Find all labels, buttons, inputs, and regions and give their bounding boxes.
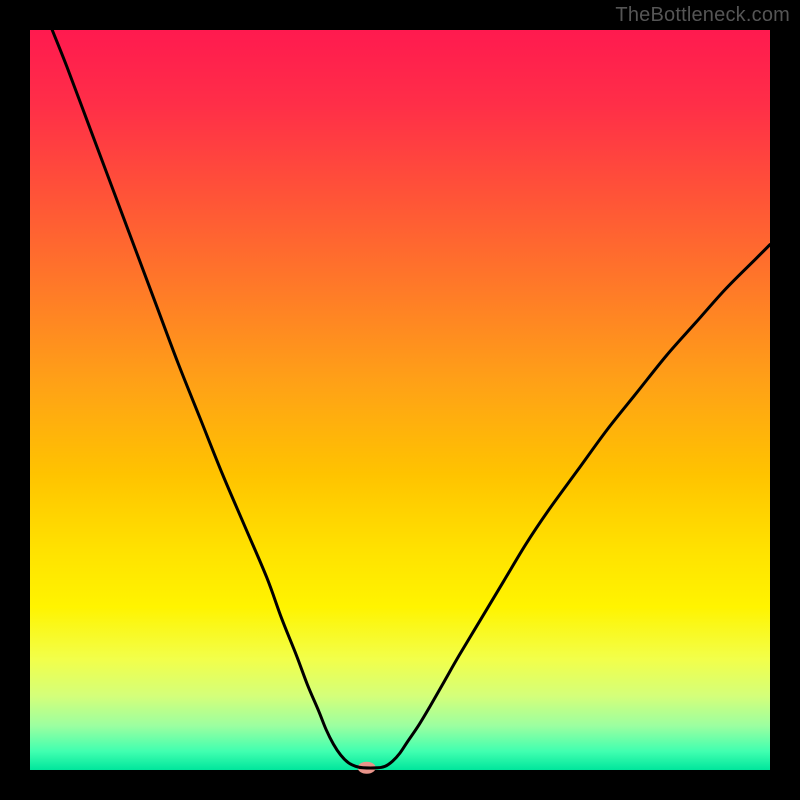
chart-container: TheBottleneck.com	[0, 0, 800, 800]
bottleneck-chart	[0, 0, 800, 800]
watermark-text: TheBottleneck.com	[615, 4, 790, 27]
chart-background	[30, 30, 770, 770]
